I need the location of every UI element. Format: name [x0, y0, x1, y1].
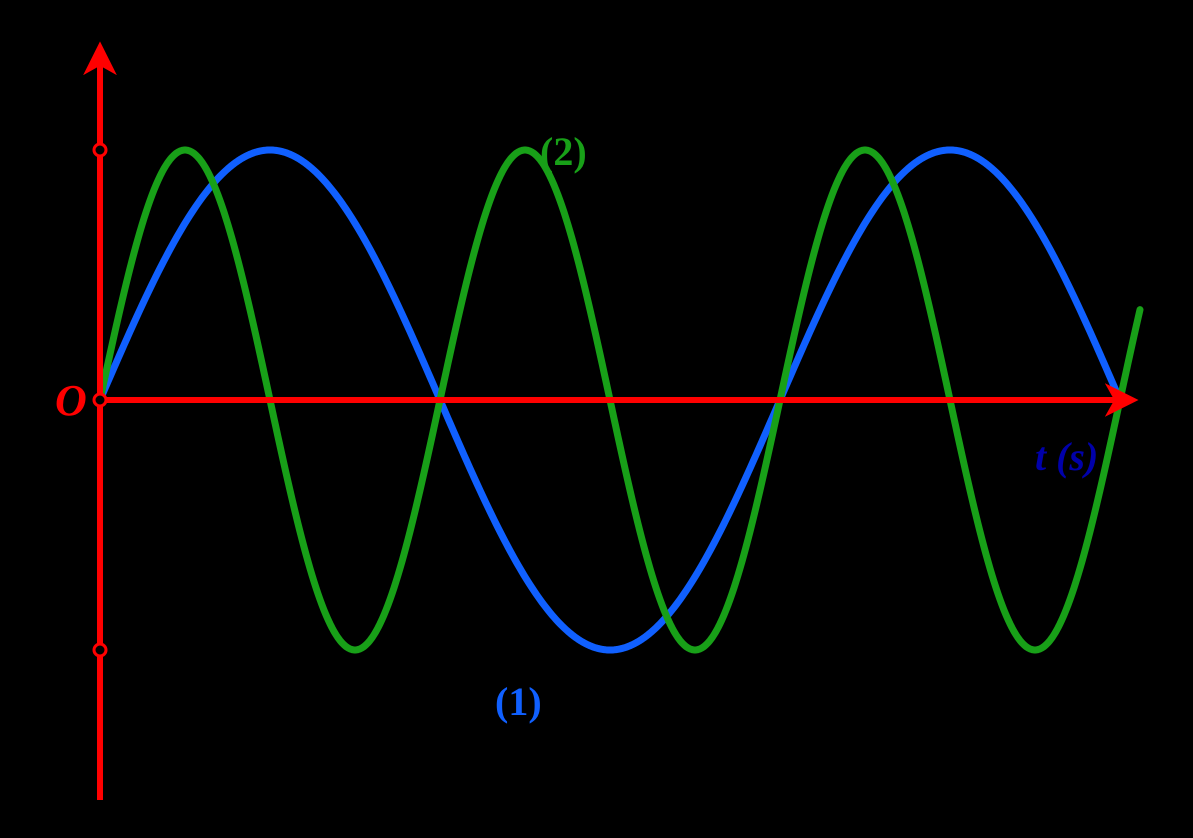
axis-tick [94, 144, 106, 156]
origin-label: O [55, 376, 87, 425]
wave1-label: (1) [495, 679, 542, 724]
x-axis-label: t (s) [1035, 434, 1098, 479]
oscillation-chart: Ot (s) (1) (2) [0, 0, 1193, 838]
axis-tick [94, 394, 106, 406]
wave2-label: (2) [540, 129, 587, 174]
axis-tick [94, 644, 106, 656]
